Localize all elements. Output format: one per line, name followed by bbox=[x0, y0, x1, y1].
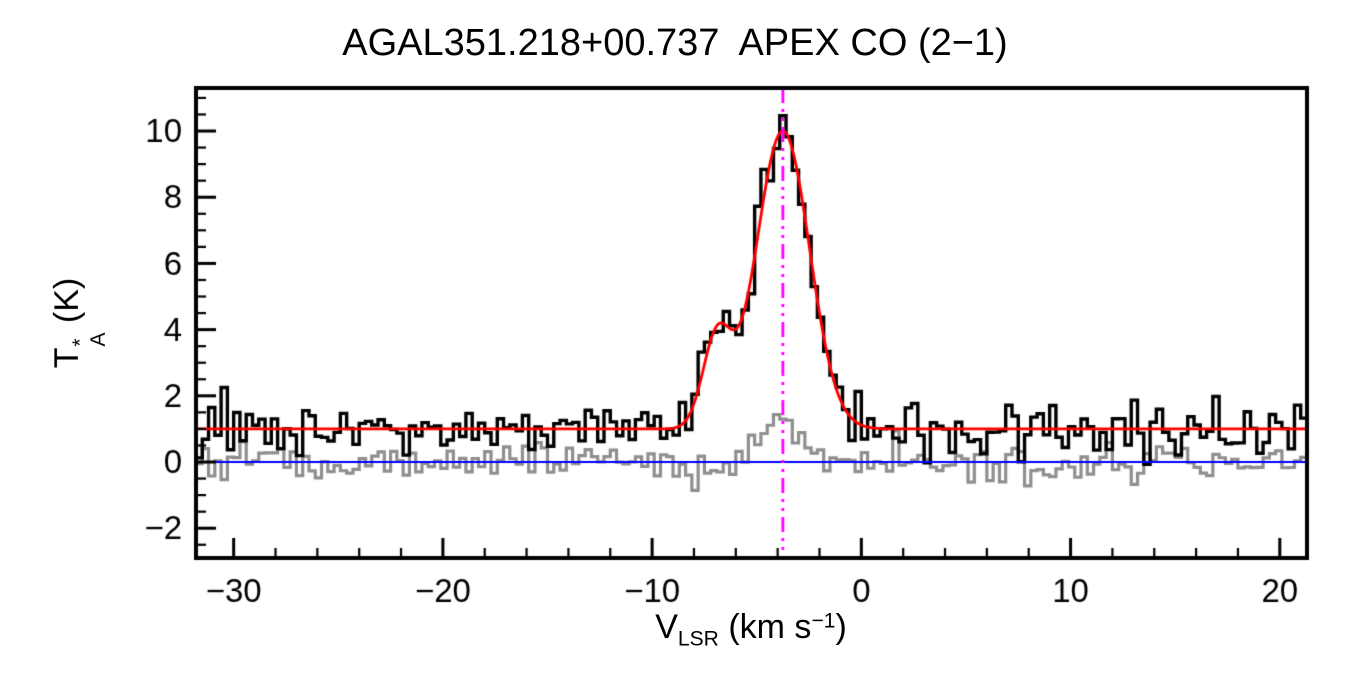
x-axis-unit-end: ) bbox=[835, 608, 847, 646]
y-axis-supsub: * A bbox=[69, 332, 111, 347]
x-axis-symbol: V bbox=[655, 608, 678, 646]
y-axis-label: T * A (K) bbox=[47, 277, 111, 369]
x-axis-subscript: LSR bbox=[677, 627, 719, 651]
x-axis-label: VLSR (km s−1) bbox=[655, 608, 847, 651]
y-axis-subscript: A bbox=[87, 332, 111, 347]
x-axis-unit: (km s bbox=[718, 608, 812, 646]
y-axis-unit: (K) bbox=[47, 277, 86, 333]
plot-title: AGAL351.218+00.737 APEX CO (2−1) bbox=[342, 22, 1008, 64]
y-axis-symbol: T bbox=[47, 347, 86, 369]
x-axis-superscript: −1 bbox=[811, 609, 836, 633]
